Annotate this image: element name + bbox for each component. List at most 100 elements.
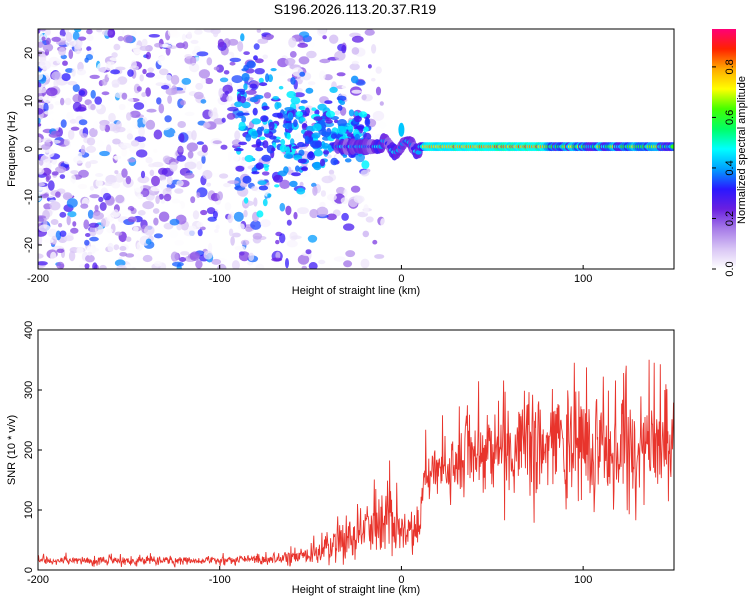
spectrogram-cell — [223, 182, 231, 188]
spectrogram-cell — [38, 86, 47, 94]
spectrogram-cell — [176, 180, 184, 187]
spectrogram-cell — [64, 97, 72, 106]
spectrogram-cell — [229, 57, 242, 63]
spectrogram-cell — [269, 135, 277, 140]
spectrogram-cell — [302, 143, 307, 147]
spectrogram-cell — [213, 66, 220, 71]
spectrogram-cell — [260, 219, 271, 228]
spectrogram-cell — [326, 193, 337, 201]
spectrogram-cell — [147, 67, 154, 73]
spectrogram-cell — [153, 233, 163, 239]
spectrogram-cell — [259, 136, 266, 141]
spectrogram-cell — [318, 259, 326, 265]
spectrogram-cell — [89, 74, 100, 79]
snr-y-tick-label: 100 — [23, 501, 35, 519]
spectrogram-cell — [274, 184, 280, 188]
spectrogram-x-tick-label: 0 — [398, 273, 404, 285]
spectrogram-cell — [111, 52, 118, 58]
spectrogram-cell — [41, 36, 46, 42]
spectrogram-cell — [255, 162, 264, 170]
spectrogram-cell — [304, 135, 310, 145]
spectrogram-cell — [140, 170, 146, 179]
spectrogram-cell — [153, 148, 158, 153]
spectrogram-cell — [364, 29, 375, 36]
spectrogram-cell — [85, 54, 93, 61]
spectrogram-cell — [285, 258, 289, 269]
spectrogram-cell — [289, 180, 298, 188]
spectrogram-cell — [38, 96, 44, 100]
spectrogram-cell — [116, 264, 127, 269]
spectrogram-cell — [240, 158, 247, 166]
colorbar-gradient — [712, 29, 736, 269]
spectrogram-cell — [217, 191, 223, 201]
spectrogram-cell — [59, 29, 66, 38]
spectrogram-cell — [262, 54, 269, 60]
spectrogram-cell — [240, 33, 245, 42]
spectrogram-cell — [196, 141, 204, 145]
spectrogram-cell — [123, 34, 134, 44]
spectrogram-cell — [181, 77, 192, 85]
spectrogram-cell — [219, 77, 229, 83]
colorbar-tick-label: 0.0 — [724, 261, 736, 276]
spectrogram-cell — [146, 108, 157, 113]
spectrogram-cell — [313, 116, 323, 121]
spectrogram-cell — [72, 221, 77, 227]
spectrogram-cell — [189, 63, 200, 73]
spectrogram-cell — [76, 68, 87, 76]
spectrogram-cell — [242, 175, 252, 184]
spectrogram-cell — [158, 103, 165, 114]
spectrogram-cell — [225, 54, 232, 59]
spectrogram-cell — [44, 238, 54, 244]
spectrogram-cell — [143, 103, 148, 108]
colorbar-ticks: 0.0 0.2 0.4 0.6 0.8 — [712, 59, 736, 277]
spectrogram-cell — [307, 81, 316, 86]
spectrogram-cell — [267, 74, 273, 83]
spectrogram-cell — [78, 169, 89, 178]
snr-y-tick-label: 200 — [23, 441, 35, 459]
spectrogram-y-tick-label: 20 — [23, 47, 35, 59]
spectrogram-cell — [365, 216, 374, 223]
spectrogram-cell — [333, 256, 346, 262]
spectrogram-cell — [64, 181, 73, 187]
spectrogram-cell — [174, 239, 184, 246]
spectrogram-cell — [263, 128, 270, 134]
spectrogram-cell — [66, 215, 71, 226]
spectrogram-cell — [311, 140, 321, 149]
spectrogram-cell — [319, 70, 326, 81]
spectrogram-cell — [80, 203, 89, 209]
spectrogram-cell — [80, 144, 86, 156]
spectrogram-cell — [257, 38, 269, 44]
spectrogram-cell — [196, 192, 201, 198]
spectrogram-cell — [121, 148, 128, 157]
snr-series-line — [38, 359, 674, 568]
spectrogram-cell — [278, 69, 287, 77]
spectrogram-cell — [319, 58, 331, 64]
spectrogram-cell — [111, 79, 121, 87]
spectrogram-y-axis: -20 -10 0 10 20 — [23, 47, 42, 253]
spectrogram-cell — [343, 166, 355, 174]
spectrogram-cell — [38, 168, 45, 175]
snr-y-axis: 0 100 200 300 400 — [23, 321, 42, 573]
spectrogram-cell — [165, 187, 172, 192]
spectrogram-cell — [325, 119, 333, 124]
spectrogram-cell — [180, 100, 186, 106]
spectrogram-cell — [112, 209, 119, 218]
spectrogram-cell — [334, 50, 346, 61]
snr-x-tick-label: 100 — [574, 574, 592, 586]
spectrogram-cell — [237, 93, 242, 102]
spectrogram-cell — [253, 43, 260, 50]
spectrogram-cell — [200, 209, 208, 216]
spectrogram-cell — [202, 122, 211, 129]
spectrogram-cell — [211, 258, 222, 265]
spectrogram-cell — [305, 87, 314, 94]
spectrogram-cell — [166, 175, 173, 186]
spectrogram-cell — [415, 150, 422, 155]
spectrogram-cell — [320, 190, 326, 197]
spectrogram-cell — [111, 182, 121, 189]
spectrogram-cell — [319, 119, 326, 127]
spectrogram-cell — [138, 126, 146, 137]
spectrogram-cell — [341, 212, 349, 221]
spectrogram-cell — [163, 193, 172, 202]
spectrogram-cell — [280, 138, 286, 146]
